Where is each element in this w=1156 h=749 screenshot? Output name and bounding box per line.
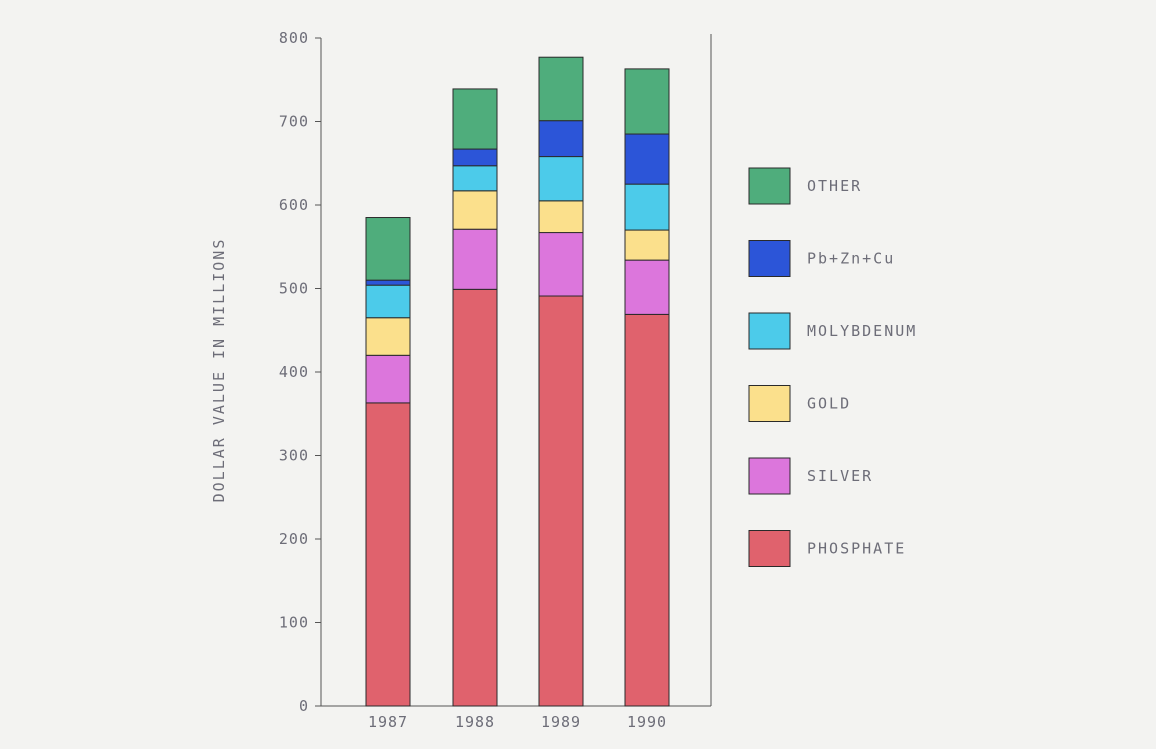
y-tick-label: 400 (279, 363, 309, 381)
bar-segment-gold (452, 190, 498, 230)
y-ticks: 0 100 200 300 400 500 600 700 800 (279, 29, 321, 715)
bars (365, 56, 670, 707)
bar-segment-pb-zn-cu (452, 148, 498, 167)
bar-segment-pb-zn-cu (624, 133, 670, 185)
legend-item: GOLD (748, 385, 851, 422)
legend-swatch (748, 312, 791, 350)
legend-label: SILVER (807, 467, 873, 485)
bar-segment-phosphate (365, 402, 411, 707)
legend-item: OTHER (748, 167, 862, 205)
legend-label: MOLYBDENUM (807, 322, 917, 340)
legend-swatch (748, 457, 791, 495)
bar-stack-1990 (624, 68, 670, 707)
legend-item: SILVER (748, 457, 873, 495)
y-tick-label: 600 (279, 196, 309, 214)
bar-stack-1988 (452, 88, 498, 707)
legend-item: Pb+Zn+Cu (748, 240, 895, 277)
x-tick-label: 1987 (368, 713, 408, 731)
legend-label: PHOSPHATE (807, 540, 906, 558)
bar-segment-molybdenum (365, 284, 411, 319)
bar-segment-silver (365, 354, 411, 404)
bar-segment-gold (365, 317, 411, 356)
legend-swatch (748, 385, 791, 422)
legend-label: GOLD (807, 395, 851, 413)
y-tick-label: 200 (279, 530, 309, 548)
x-ticks: 1987 1988 1989 1990 (368, 713, 667, 731)
bar-segment-silver (624, 259, 670, 315)
legend-swatch (748, 240, 791, 277)
legend-label: Pb+Zn+Cu (807, 250, 895, 268)
y-tick-label: 700 (279, 113, 309, 131)
bar-segment-pb-zn-cu (538, 120, 584, 158)
bar-segment-other (365, 217, 411, 281)
legend-swatch (748, 167, 791, 205)
bar-segment-other (452, 88, 498, 150)
legend-item: MOLYBDENUM (748, 312, 917, 350)
legend: OTHER Pb+Zn+Cu MOLYBDENUM GOLD SILVER PHOSPHA… (748, 167, 917, 567)
bar-segment-molybdenum (624, 183, 670, 231)
y-tick-label: 0 (299, 697, 309, 715)
y-axis-title: DOLLAR VALUE IN MILLIONS (210, 238, 228, 503)
bar-segment-molybdenum (452, 165, 498, 192)
y-tick-label: 100 (279, 614, 309, 632)
bar-segment-molybdenum (538, 156, 584, 202)
bar-segment-other (624, 68, 670, 135)
bar-segment-gold (538, 200, 584, 234)
bar-stack-1987 (365, 217, 411, 707)
bar-stack-1989 (538, 56, 584, 707)
bar-segment-phosphate (624, 313, 670, 707)
bar-segment-gold (624, 229, 670, 261)
y-tick-label: 500 (279, 280, 309, 298)
bar-segment-silver (538, 232, 584, 297)
bar-segment-phosphate (538, 295, 584, 707)
bar-segment-pb-zn-cu (365, 279, 411, 286)
y-tick-label: 800 (279, 29, 309, 47)
x-tick-label: 1988 (455, 713, 495, 731)
bar-segment-other (538, 56, 584, 122)
bar-segment-silver (452, 228, 498, 290)
x-tick-label: 1989 (541, 713, 581, 731)
bar-segment-phosphate (452, 288, 498, 707)
y-tick-label: 300 (279, 447, 309, 465)
legend-label: OTHER (807, 177, 862, 195)
legend-swatch (748, 530, 791, 567)
x-tick-label: 1990 (627, 713, 667, 731)
legend-item: PHOSPHATE (748, 530, 906, 567)
